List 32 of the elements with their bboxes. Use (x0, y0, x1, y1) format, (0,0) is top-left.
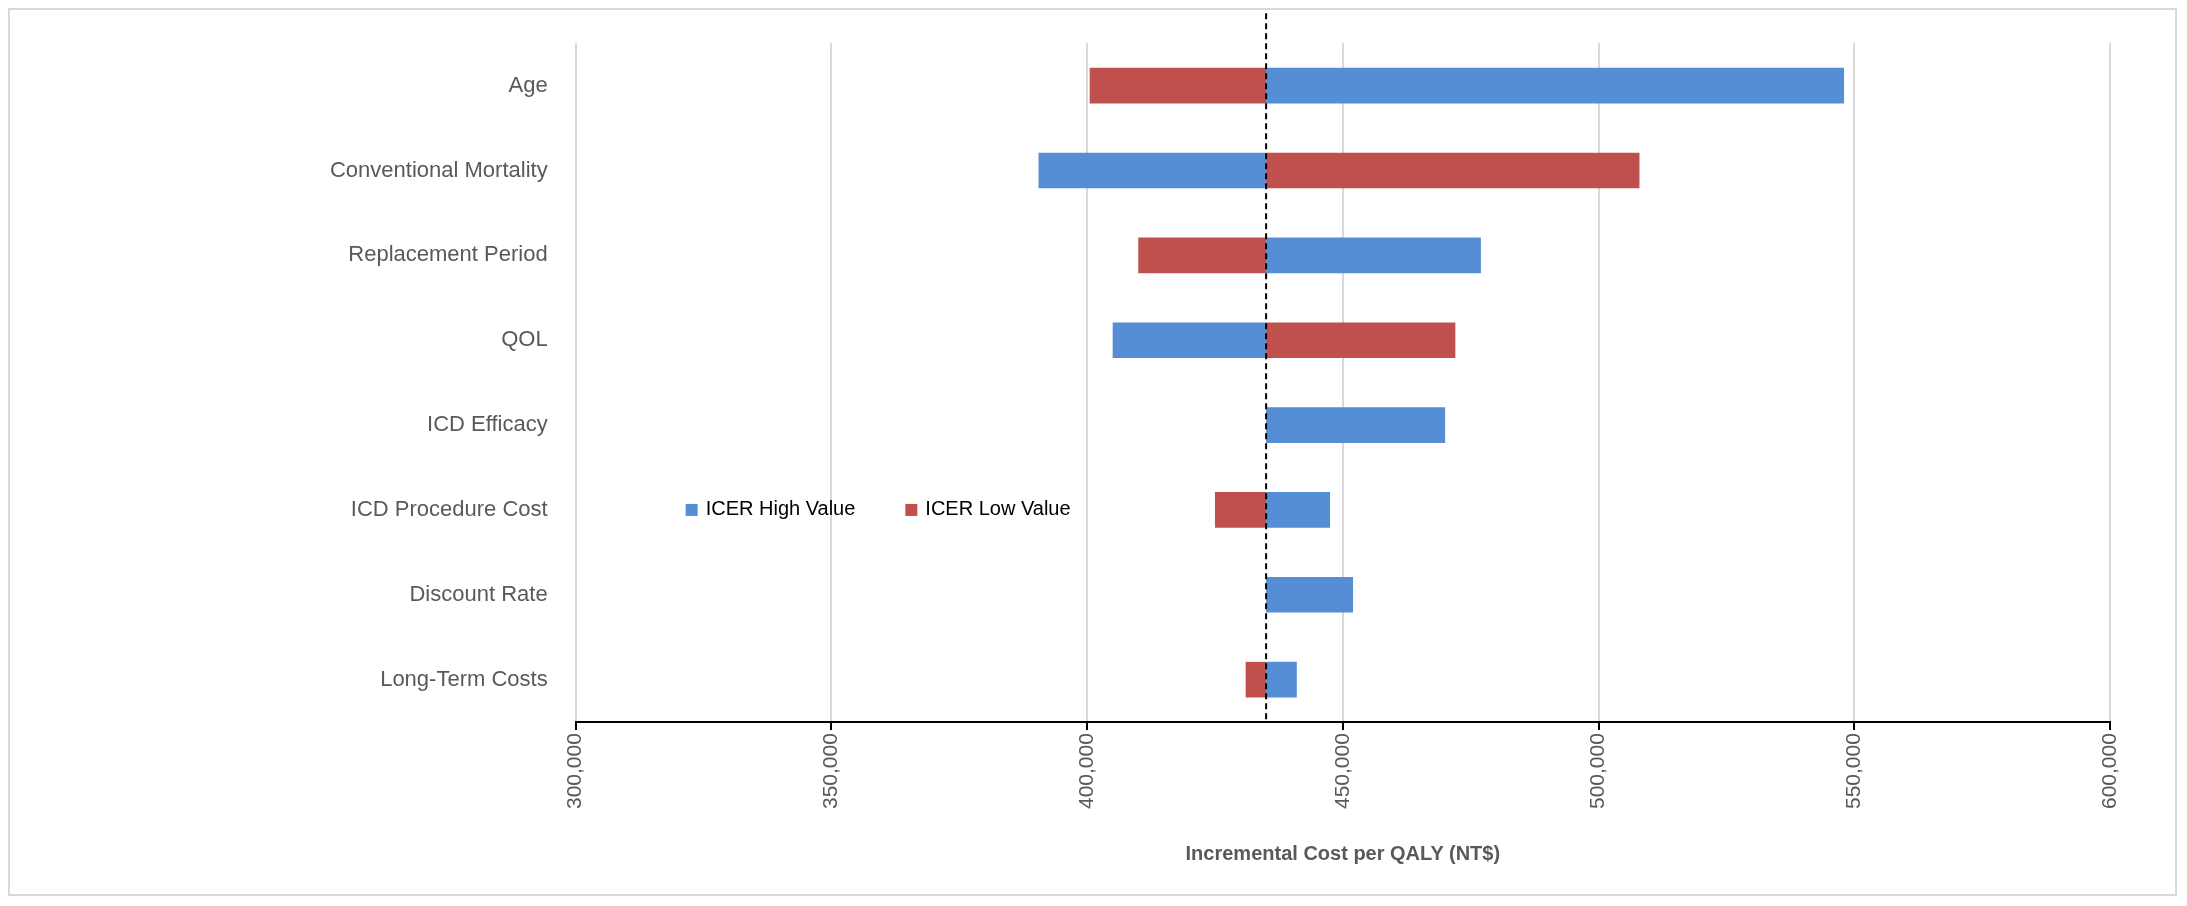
bar (1266, 492, 1331, 528)
bar (1138, 237, 1267, 274)
bar (1266, 237, 1481, 274)
bar (1214, 492, 1267, 528)
y-tick-label: ICD Efficacy (427, 411, 548, 437)
bar (1266, 152, 1640, 189)
bar (1266, 661, 1297, 698)
x-tick-label: 600,000 (2096, 733, 2120, 810)
legend-label: ICER Low Value (925, 497, 1071, 520)
legend-label: ICER High Value (705, 497, 856, 520)
y-tick-label: QOL (501, 326, 548, 352)
y-tick-label: Replacement Period (348, 241, 548, 267)
bar (1266, 407, 1446, 443)
x-tick-label: 400,000 (1073, 733, 1097, 810)
x-tick-label: 450,000 (1329, 733, 1353, 810)
bar (1112, 322, 1267, 359)
bar (1266, 576, 1354, 613)
bar (1266, 322, 1456, 359)
y-tick-label: ICD Procedure Cost (350, 496, 548, 521)
y-tick-label: Age (508, 71, 548, 97)
y-tick-label: Discount Rate (409, 580, 548, 606)
y-tick-label: Conventional Mortality (329, 156, 548, 182)
x-axis-title: Incremental Cost per QALY (NT$) (1185, 841, 1501, 864)
x-tick-label: 550,000 (1841, 733, 1865, 810)
x-tick-label: 300,000 (562, 733, 586, 810)
x-tick-label: 350,000 (818, 733, 842, 810)
bar (1038, 152, 1267, 189)
y-tick-label: Long-Term Costs (380, 665, 548, 691)
x-tick-label: 500,000 (1585, 733, 1609, 810)
bar (1089, 67, 1267, 104)
bar (1245, 661, 1267, 698)
bar (1266, 67, 1845, 104)
